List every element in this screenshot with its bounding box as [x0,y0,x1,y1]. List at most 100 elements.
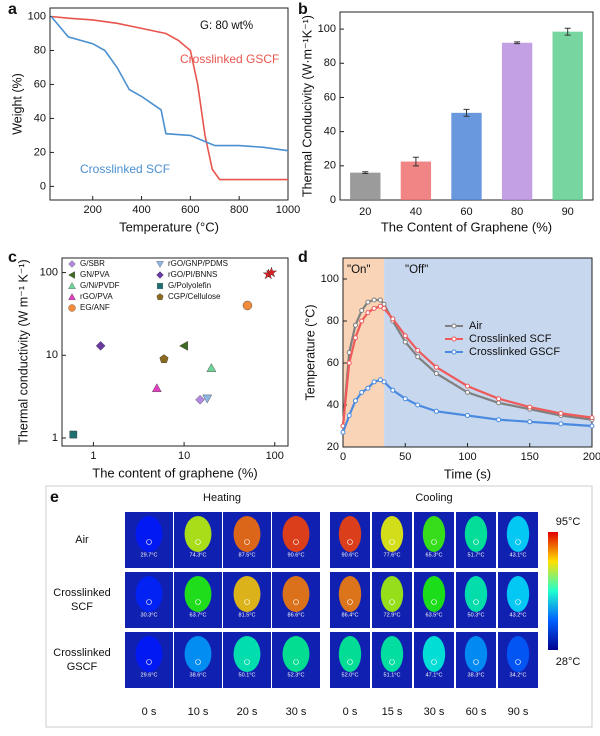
legend-marker [68,260,76,268]
panel-label: c [8,249,17,266]
point [402,339,408,345]
bar [501,42,533,200]
x-tick-label: 90 [562,206,574,218]
hot-spot [380,516,404,552]
temperature-label: 51.7°C [468,552,485,558]
hot-spot [506,576,530,612]
temperature-label: 50.1°C [239,672,256,678]
point [242,300,253,311]
error-bar [412,156,419,167]
point [558,410,564,416]
row-label: Crosslinked [53,647,110,659]
colorbar [548,532,558,650]
temperature-label: 50.3°C [468,612,485,618]
point [415,402,421,408]
legend-marker [156,271,164,279]
hot-spot [233,516,261,552]
x-axis-title: Time (s) [444,466,491,481]
x-tick-label: 10 [178,450,190,462]
legend-marker [451,336,457,342]
point [527,419,533,425]
y-tick-label: 0 [40,180,46,192]
temperature-label: 34.2°C [510,672,527,678]
temperature-label: 29.7°C [141,552,158,558]
crosshair [146,659,152,665]
temperature-label: 72.9°C [384,612,401,618]
bar [451,112,482,200]
point [179,341,188,351]
temperature-label: 51.1°C [384,672,401,678]
point [496,396,502,402]
crosshair [431,659,437,665]
colorbar-max: 95°C [556,516,581,528]
y-tick-label: 0 [330,194,336,206]
time-label: 0 s [343,706,358,718]
crosshair [146,539,152,545]
legend-marker [68,282,76,289]
time-label: 30 s [286,706,307,718]
crosshair [515,539,521,545]
x-tick-label: 60 [460,206,472,218]
hot-spot [464,636,488,672]
hot-spot [506,636,530,672]
crosshair [515,599,521,605]
point [465,389,470,395]
point [496,417,502,423]
point [381,305,387,311]
panel-label: b [298,1,308,18]
crosshair [293,539,299,545]
y-tick-label: 40 [327,399,339,411]
row-label: SCF [71,601,93,613]
y-tick-label: 100 [318,23,336,35]
legend-label: EG/ANF [80,303,110,312]
hot-spot [380,576,404,612]
y-tick-label: 20 [324,160,336,172]
x-tick-label: 20 [359,206,371,218]
crosshair [347,539,353,545]
temperature-label: 63.7°C [190,612,207,618]
series-label: Crosslinked SCF [80,162,170,176]
hot-spot [282,516,310,552]
point [390,316,396,322]
point [433,364,439,370]
crosshair [515,659,521,665]
crosshair [195,599,201,605]
legend-label: rGO/PI/BNNS [168,270,217,279]
x-tick-label: 400 [132,204,150,216]
crosshair [473,599,479,605]
time-label: 15 s [382,706,403,718]
point [159,354,169,363]
error-bar [362,171,369,175]
hot-spot [506,516,530,552]
point [377,303,383,309]
temperature-label: 52.3°C [288,672,305,678]
hot-spot [422,576,446,612]
legend-marker [451,323,457,329]
point [377,297,383,303]
x-tick-label: 1 [90,450,96,462]
error-bar [463,108,470,117]
crosshair [347,599,353,605]
y-tick-label: 40 [34,112,46,124]
y-tick-label: 60 [324,91,336,103]
point [381,379,387,385]
point [346,413,352,418]
hot-spot [135,516,163,552]
crosshair [244,599,250,605]
point [402,333,408,339]
temperature-label: 29.6°C [141,672,158,678]
row-label: Crosslinked [53,587,110,599]
point [69,430,78,439]
hot-spot [422,636,446,672]
y-tick-label: 60 [327,357,339,369]
panel-label: a [8,1,17,18]
y-tick-label: 1 [52,432,58,444]
point [558,421,564,427]
legend-marker [451,349,457,355]
hot-spot [135,636,163,672]
legend-marker [68,271,75,279]
temperature-label: 86.4°C [342,612,359,618]
error-bar [564,27,571,36]
x-tick-label: 80 [511,206,523,218]
temperature-label: 87.5°C [239,552,256,558]
